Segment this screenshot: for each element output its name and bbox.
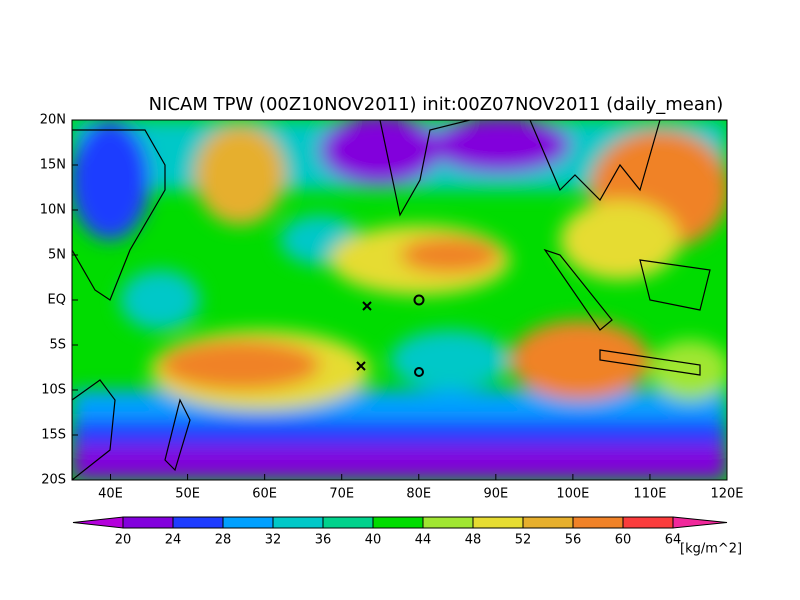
y-tick-label: 5N: [48, 248, 66, 263]
colorbar-box: [322, 516, 374, 529]
markers: [356, 294, 425, 377]
y-tick-label: 20S: [41, 473, 66, 488]
x-tick-label: 50E: [175, 487, 200, 502]
colorbar-box: [572, 516, 624, 529]
colorbar-tick-label: 36: [315, 533, 332, 548]
colorbar-low: [72, 516, 124, 529]
colorbar-box: [472, 516, 524, 529]
y-tick-label: 10S: [41, 383, 66, 398]
colorbar-tick-label: 44: [415, 533, 432, 548]
x-tick-label: 110E: [633, 487, 666, 502]
x-tick-label: 70E: [329, 487, 354, 502]
colorbar-tick-label: 52: [515, 533, 532, 548]
colorbar-box: [622, 516, 674, 529]
coastlines: [72, 120, 711, 480]
colorbar-tick-label: 56: [565, 533, 582, 548]
colorbar-high: [672, 516, 728, 529]
colorbar-box: [272, 516, 324, 529]
y-tick-label: 10N: [40, 203, 66, 218]
colorbar-tick-label: 24: [165, 533, 182, 548]
colorbar-tick-label: 64: [665, 533, 682, 548]
colorbar-tick-label: 32: [265, 533, 282, 548]
x-tick-label: 100E: [556, 487, 589, 502]
x-tick-label: 60E: [252, 487, 277, 502]
y-tick-label: EQ: [48, 293, 66, 308]
y-tick-label: 5S: [49, 338, 66, 353]
field-blobs: [72, 120, 727, 480]
colorbar-tick-label: 20: [115, 533, 132, 548]
y-tick-label: 20N: [40, 113, 66, 128]
colorbar-box: [522, 516, 574, 529]
x-tick-label: 40E: [98, 487, 123, 502]
y-tick-label: 15N: [40, 158, 66, 173]
colorbar-tick-label: 28: [215, 533, 232, 548]
colorbar-tick-label: 60: [615, 533, 632, 548]
y-tick-label: 15S: [41, 428, 66, 443]
colorbar-box: [222, 516, 274, 529]
x-tick-label: 90E: [483, 487, 508, 502]
colorbar-box: [172, 516, 224, 529]
colorbar-box: [372, 516, 424, 529]
colorbar-tick-label: 48: [465, 533, 482, 548]
x-tick-label: 120E: [710, 487, 743, 502]
x-tick-label: 80E: [406, 487, 431, 502]
title: NICAM TPW (00Z10NOV2011) init:00Z07NOV20…: [149, 94, 724, 115]
colorbar-unit: [kg/m^2]: [680, 542, 742, 557]
colorbar-box: [422, 516, 474, 529]
colorbar-tick-label: 40: [365, 533, 382, 548]
colorbar-box: [122, 516, 174, 529]
field: [72, 120, 727, 480]
